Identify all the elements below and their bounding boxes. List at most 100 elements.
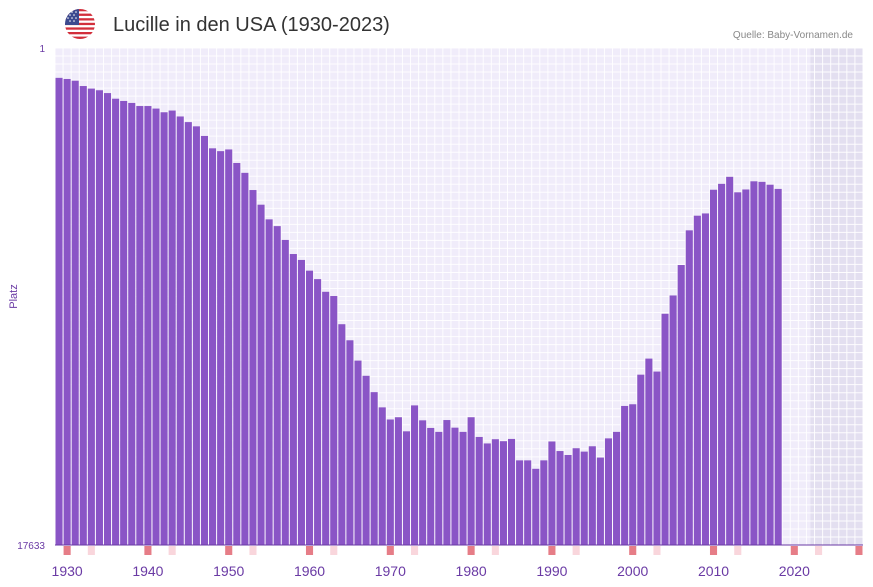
bar [766, 184, 774, 545]
decade-marker [305, 546, 314, 555]
bar [637, 374, 645, 545]
bar [499, 441, 507, 545]
bar [225, 149, 233, 545]
light-marker [653, 546, 661, 555]
bar [443, 420, 451, 545]
bar [192, 126, 200, 545]
bar [411, 405, 419, 545]
bar [709, 189, 718, 545]
bar [160, 112, 168, 546]
bar [362, 375, 370, 545]
bar [265, 219, 273, 545]
bar [55, 77, 63, 546]
bar [540, 460, 548, 545]
bar [758, 181, 766, 546]
x-tick-label: 2020 [779, 563, 810, 579]
bar [677, 265, 685, 545]
light-marker [734, 546, 742, 555]
decade-marker [709, 546, 718, 555]
x-tick-label: 1980 [456, 563, 487, 579]
bar [257, 204, 265, 546]
decade-marker [225, 546, 233, 555]
bar [152, 108, 160, 545]
decade-marker [144, 546, 152, 555]
y-axis-label: Platz [8, 284, 20, 308]
bar [629, 404, 637, 545]
x-tick-label: 1970 [375, 563, 406, 579]
decade-marker [467, 546, 475, 555]
x-tick-label: 1940 [132, 563, 163, 579]
bar [402, 431, 411, 545]
x-tick-label: 1990 [536, 563, 567, 579]
bar [475, 436, 483, 545]
bar [564, 454, 572, 545]
source-label: Quelle: Baby-Vornamen.de [732, 30, 853, 41]
bar [289, 254, 297, 545]
bar [87, 88, 95, 545]
decade-marker [855, 546, 863, 555]
bar [726, 176, 734, 546]
bar [370, 392, 378, 545]
bar [144, 106, 152, 545]
bar [467, 417, 475, 545]
chart-header: Lucille in den USA (1930-2023) Quelle: B… [0, 0, 873, 48]
bar [281, 239, 289, 545]
bar [217, 151, 225, 546]
bar [273, 226, 281, 545]
bar [750, 181, 758, 545]
bar [241, 172, 249, 546]
bar [103, 93, 112, 546]
bar [354, 360, 362, 545]
light-marker [168, 546, 176, 555]
bar [346, 340, 354, 545]
bar [718, 183, 726, 545]
bar [645, 358, 653, 545]
light-marker [491, 546, 499, 555]
bar [685, 230, 693, 545]
light-marker [87, 546, 95, 555]
bar [435, 431, 443, 545]
bar [112, 98, 120, 545]
bar [314, 279, 322, 545]
bar [338, 324, 346, 545]
bar [548, 441, 556, 545]
light-marker [815, 546, 823, 555]
us-flag-icon [65, 9, 95, 39]
bar [459, 431, 467, 545]
year-markers [63, 546, 863, 555]
bar [621, 405, 629, 545]
bar [774, 188, 782, 545]
bar [580, 451, 588, 545]
light-marker [411, 546, 419, 555]
x-tick-labels: 1930 1940 1950 1960 1970 1980 1990 2000 2010 2020 [52, 563, 811, 579]
bar [184, 122, 192, 545]
bar [95, 90, 103, 545]
bar [701, 213, 709, 546]
decade-marker [63, 546, 71, 555]
chart-title: Lucille in den USA (1930-2023) [113, 14, 390, 36]
bar [63, 78, 71, 545]
light-marker [330, 546, 338, 555]
bar [394, 417, 402, 545]
bar [249, 190, 257, 545]
bar [71, 80, 79, 545]
light-marker [572, 546, 580, 555]
x-tick-label: 2000 [617, 563, 648, 579]
bars [55, 77, 782, 546]
x-tick-label: 2010 [698, 563, 729, 579]
light-marker [249, 546, 257, 555]
bar [524, 460, 532, 545]
bar [378, 407, 386, 545]
decade-marker [548, 546, 556, 555]
bar [532, 468, 540, 545]
x-tick-label: 1960 [294, 563, 325, 579]
bar [120, 100, 128, 545]
bar [168, 110, 176, 545]
bar [653, 371, 661, 545]
bar [386, 419, 394, 545]
bar [483, 443, 491, 545]
decade-marker [629, 546, 637, 555]
bar [200, 135, 209, 546]
x-tick-label: 1930 [52, 563, 83, 579]
x-tick-label: 1950 [213, 563, 244, 579]
